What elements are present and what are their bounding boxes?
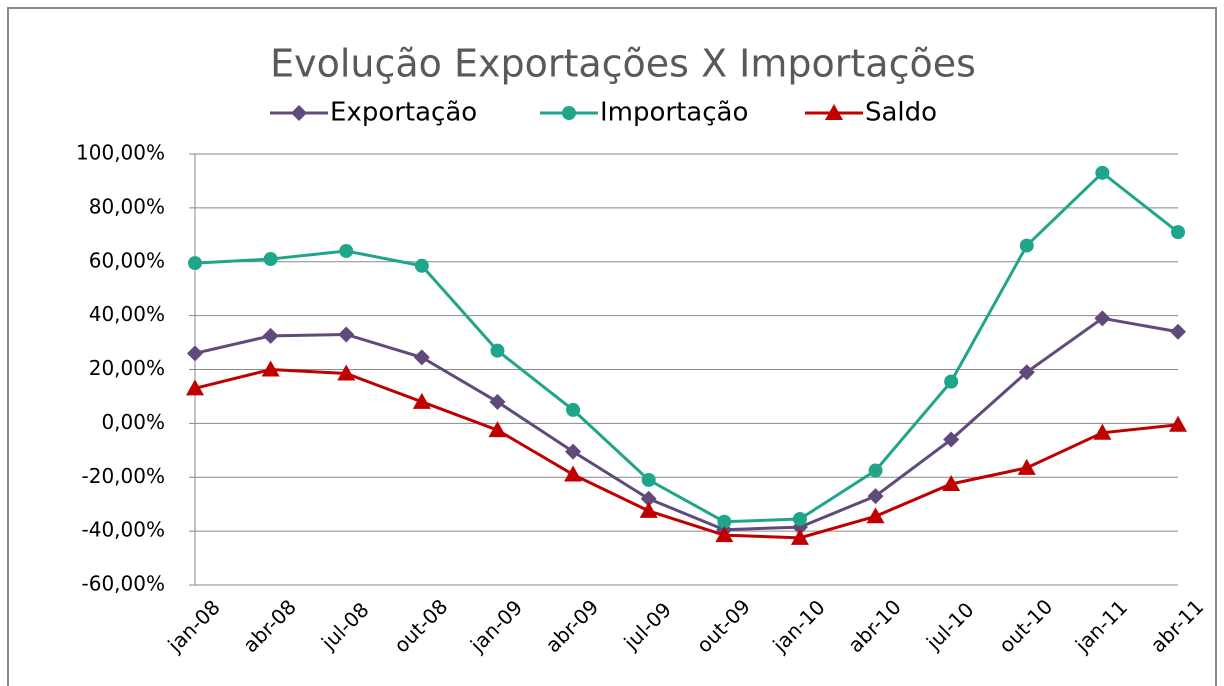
point [790,528,809,545]
y-tick-label: 80,00% [89,194,165,218]
chart-border [7,7,1217,686]
point [186,379,204,396]
point [262,327,279,344]
legend-label: Importação [600,98,748,128]
point [1095,165,1110,180]
y-tick-label: -60,00% [82,572,165,596]
point [943,431,960,448]
legend-marker [291,105,307,121]
point [641,472,656,487]
point [565,443,582,460]
point [489,393,506,410]
point [868,463,883,478]
point [1019,238,1034,253]
legend-label: Saldo [865,98,937,128]
point [792,512,807,527]
point [640,490,657,507]
y-tick-label: 0,00% [101,410,165,434]
point [715,526,734,543]
point [488,421,507,438]
point [717,514,732,529]
point [261,360,280,377]
point [867,488,884,505]
point [413,349,430,366]
y-tick-label: -40,00% [82,518,165,542]
point [1170,323,1186,340]
point [414,258,429,273]
point [942,474,961,491]
point [1093,423,1112,440]
series-line [194,367,1179,540]
y-tick-label: 100,00% [76,141,165,165]
point [1017,458,1036,475]
point [1018,364,1035,381]
y-tick-label: -20,00% [82,464,165,488]
point [490,343,505,358]
point [639,501,658,518]
legend-marker [562,106,576,120]
point [1094,310,1111,327]
point [187,345,203,362]
point [566,402,581,417]
point [339,243,354,258]
point [412,392,431,409]
point [338,326,355,343]
series-line [194,170,1179,524]
point [1169,415,1187,432]
chart-title: Evolução Exportações X Importações [270,42,976,86]
point [944,374,959,389]
point [337,364,356,381]
legend-marker [825,104,843,120]
point [263,252,278,267]
point [866,507,885,524]
series-line [194,316,1179,532]
y-tick-label: 20,00% [89,356,165,380]
point [564,465,583,482]
y-tick-label: 40,00% [89,302,165,326]
y-tick-label: 60,00% [89,248,165,272]
point [1171,225,1185,240]
legend-label: Exportação [330,98,477,128]
point [188,256,202,271]
